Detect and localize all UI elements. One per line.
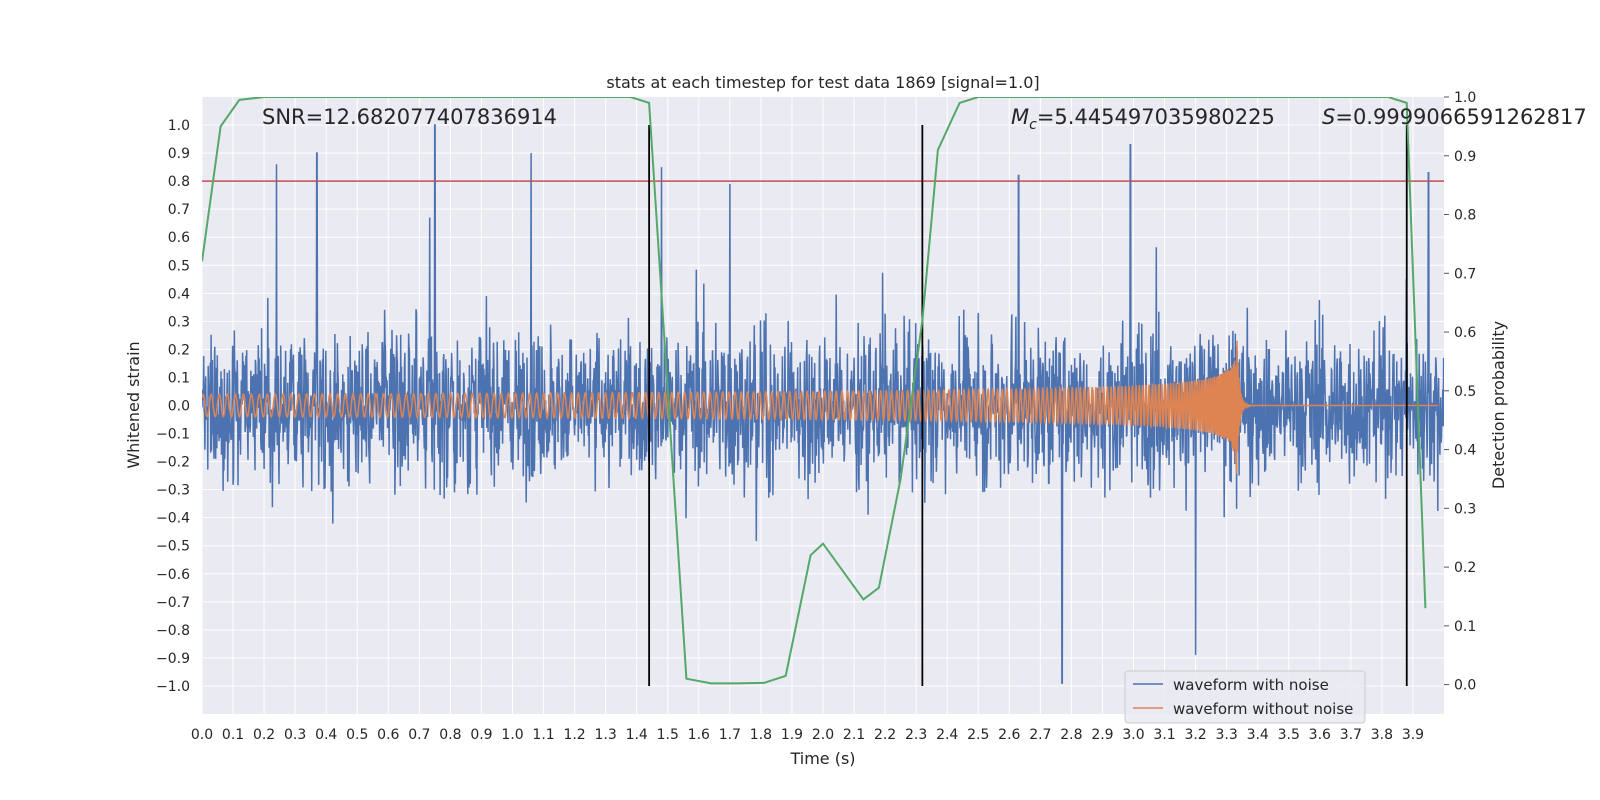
- y-tick-label-left: 0.2: [168, 342, 190, 358]
- y-tick-label-right: 0.1: [1454, 619, 1476, 635]
- chirp-mass-value: =5.445497035980225: [1037, 105, 1275, 129]
- y-tick-label-left: −0.4: [156, 511, 190, 527]
- x-tick-label: 2.1: [843, 727, 865, 743]
- x-tick-label: 2.5: [967, 727, 989, 743]
- y-tick-label-left: 0.8: [168, 174, 190, 190]
- y-tick-label-right: 0.6: [1454, 325, 1476, 341]
- x-tick-label: 0.2: [253, 727, 275, 743]
- y-tick-label-right: 0.4: [1454, 443, 1476, 459]
- y-tick-label-left: −0.3: [156, 483, 190, 499]
- x-tick-label: 0.1: [222, 727, 244, 743]
- y-tick-label-left: 0.1: [168, 370, 190, 386]
- x-tick-label: 1.3: [595, 727, 617, 743]
- x-tick-label: 3.3: [1216, 727, 1238, 743]
- x-tick-label: 0.9: [470, 727, 492, 743]
- y-tick-label-right: 0.0: [1454, 678, 1476, 694]
- y-axis-left-label: Whitened strain: [124, 341, 143, 468]
- y-tick-label-left: −0.1: [156, 427, 190, 443]
- y-tick-label-left: −0.8: [156, 623, 190, 639]
- x-tick-label: 3.4: [1247, 727, 1269, 743]
- y-tick-label-left: 0.9: [168, 146, 190, 162]
- y-axis-left-ticks: 1.0 0.9 0.8 0.7 0.6 0.5 0.4 0.3 0.2 0.1 0.0 −0.1 −0.…: [156, 118, 190, 695]
- x-tick-label: 3.1: [1153, 727, 1175, 743]
- y-tick-label-right: 0.2: [1454, 560, 1476, 576]
- y-tick-label-right: 0.3: [1454, 501, 1476, 517]
- y-tick-label-left: −0.6: [156, 567, 190, 583]
- score-symbol: S: [1322, 105, 1335, 129]
- y-tick-label-right: 0.5: [1454, 384, 1476, 400]
- chirp-mass-annotation: Mc=5.445497035980225: [1011, 105, 1275, 133]
- y-tick-label-left: −0.7: [156, 595, 190, 611]
- x-tick-label: 3.8: [1371, 727, 1393, 743]
- x-axis-ticks: 0.0 0.1 0.2 0.3 0.4 0.5 0.6 0.7 0.8 0.9 1.0 1.1 1.2 1…: [191, 727, 1424, 743]
- chirp-mass-symbol: M: [1011, 105, 1029, 129]
- x-tick-label: 3.2: [1184, 727, 1206, 743]
- series-detection-probability: [202, 97, 1427, 685]
- y-tick-label-left: 0.5: [168, 258, 190, 274]
- x-tick-label: 1.8: [750, 727, 772, 743]
- y-tick-label-left: −0.5: [156, 539, 190, 555]
- y-axis-right-label: Detection probability: [1489, 321, 1508, 489]
- x-tick-label: 0.3: [284, 727, 306, 743]
- legend-box: [1124, 670, 1366, 724]
- chirp-mass-subscript: c: [1029, 117, 1037, 133]
- x-tick-label: 3.0: [1122, 727, 1144, 743]
- x-tick-label: 0.5: [346, 727, 368, 743]
- legend-label-clean: waveform without noise: [1173, 700, 1353, 718]
- series-waveform-without-noise: [202, 340, 1438, 474]
- score-value: =0.9999066591262817: [1335, 105, 1586, 129]
- x-tick-label: 3.7: [1340, 727, 1362, 743]
- x-tick-label: 2.4: [936, 727, 958, 743]
- vertical-markers: [648, 125, 1408, 686]
- x-tick-label: 0.6: [377, 727, 399, 743]
- y-tick-label-left: 0.4: [168, 286, 190, 302]
- y-tick-label-right: 0.8: [1454, 208, 1476, 224]
- x-tick-label: 0.0: [191, 727, 213, 743]
- y-tick-label-right: 1.0: [1454, 90, 1476, 106]
- plot-area: [202, 97, 1444, 686]
- x-tick-label: 2.0: [812, 727, 834, 743]
- y-tick-label-left: 0.3: [168, 314, 190, 330]
- x-tick-label: 2.6: [998, 727, 1020, 743]
- x-tick-label: 2.9: [1091, 727, 1113, 743]
- x-tick-label: 3.6: [1309, 727, 1331, 743]
- chart-title: stats at each timestep for test data 186…: [606, 73, 1039, 92]
- x-tick-label: 2.3: [905, 727, 927, 743]
- y-tick-label-left: 0.7: [168, 202, 190, 218]
- legend-label-noise: waveform with noise: [1173, 676, 1329, 694]
- snr-annotation: SNR=12.682077407836914: [262, 105, 557, 129]
- x-tick-label: 1.7: [719, 727, 741, 743]
- x-tick-label: 2.7: [1029, 727, 1051, 743]
- x-tick-label: 1.5: [657, 727, 679, 743]
- y-axis-right-ticks: 1.0 0.9 0.8 0.7 0.6 0.5 0.4 0.3 0.2 0.1 0.0: [1444, 90, 1476, 694]
- y-tick-label-left: 0.0: [168, 399, 190, 415]
- y-tick-label-left: 0.6: [168, 230, 190, 246]
- x-tick-label: 1.0: [501, 727, 523, 743]
- y-tick-label-left: 1.0: [168, 118, 190, 134]
- x-tick-label: 0.7: [408, 727, 430, 743]
- x-tick-label: 2.2: [874, 727, 896, 743]
- x-tick-label: 1.2: [563, 727, 585, 743]
- y-tick-label-right: 0.7: [1454, 266, 1476, 282]
- x-tick-label: 1.4: [626, 727, 648, 743]
- score-annotation: S=0.9999066591262817: [1322, 105, 1587, 129]
- x-tick-label: 1.1: [532, 727, 554, 743]
- legend: waveform with noise waveform without noi…: [1124, 670, 1366, 724]
- x-tick-label: 0.4: [315, 727, 337, 743]
- y-tick-label-left: −0.2: [156, 455, 190, 471]
- x-axis-label: Time (s): [789, 749, 855, 768]
- x-tick-label: 0.8: [439, 727, 461, 743]
- y-tick-label-left: −1.0: [156, 679, 190, 695]
- y-tick-label-right: 0.9: [1454, 149, 1476, 165]
- x-tick-label: 3.9: [1402, 727, 1424, 743]
- x-tick-label: 1.6: [688, 727, 710, 743]
- x-tick-label: 1.9: [781, 727, 803, 743]
- x-tick-label: 3.5: [1278, 727, 1300, 743]
- x-tick-label: 2.8: [1060, 727, 1082, 743]
- y-tick-label-left: −0.9: [156, 651, 190, 667]
